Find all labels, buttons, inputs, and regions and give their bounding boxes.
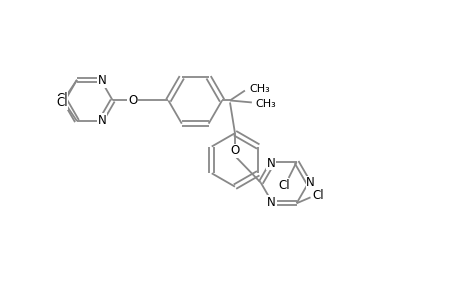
Text: N: N xyxy=(306,176,314,189)
Text: CH₃: CH₃ xyxy=(248,84,269,94)
Text: CH₃: CH₃ xyxy=(255,99,276,110)
Text: Cl: Cl xyxy=(278,179,290,192)
Text: N: N xyxy=(58,94,67,107)
Text: N: N xyxy=(97,114,106,127)
Text: Cl: Cl xyxy=(312,189,324,202)
Text: O: O xyxy=(128,94,137,107)
Text: Cl: Cl xyxy=(56,96,67,109)
Text: N: N xyxy=(266,157,274,169)
Text: N: N xyxy=(97,74,106,87)
Text: Cl: Cl xyxy=(56,92,67,105)
Text: N: N xyxy=(267,196,275,209)
Text: O: O xyxy=(230,145,239,158)
